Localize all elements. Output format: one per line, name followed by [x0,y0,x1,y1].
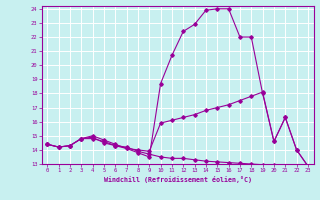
X-axis label: Windchill (Refroidissement éolien,°C): Windchill (Refroidissement éolien,°C) [104,176,252,183]
